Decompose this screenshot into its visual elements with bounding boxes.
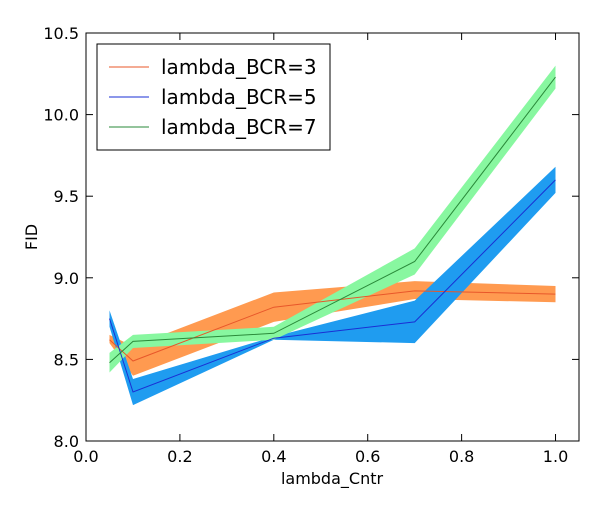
series-3-band <box>109 65 556 373</box>
series-2-band <box>109 166 556 406</box>
legend: lambda_BCR=3 lambda_BCR=5 lambda_BCR=7 <box>96 43 331 151</box>
y-tick-label: 10.5 <box>43 24 79 43</box>
y-tick-label: 9.0 <box>54 269 79 288</box>
x-tick-label: 1.0 <box>543 447 568 466</box>
x-axis-ticks: 0.0 0.2 0.4 0.6 0.8 1.0 <box>73 33 568 466</box>
y-axis-label: FID <box>22 224 41 250</box>
plot-frame <box>85 32 580 442</box>
series-1-line <box>109 290 556 362</box>
series-3-line <box>109 76 556 364</box>
x-tick-label: 0.2 <box>167 447 192 466</box>
x-tick-label: 0.6 <box>355 447 380 466</box>
y-tick-label: 9.5 <box>54 187 79 206</box>
x-tick-label: 0.0 <box>73 447 98 466</box>
legend-label-1: lambda_BCR=3 <box>161 55 317 79</box>
y-tick-label: 10.0 <box>43 106 79 125</box>
legend-label-2: lambda_BCR=5 <box>161 85 317 109</box>
y-tick-label: 8.0 <box>54 432 79 451</box>
y-tick-label: 8.5 <box>54 350 79 369</box>
series-2-line <box>109 179 556 393</box>
x-axis-label: lambda_Cntr <box>281 469 384 489</box>
series-lines <box>109 76 556 393</box>
y-axis-ticks: 8.0 8.5 9.0 9.5 10.0 10.5 <box>43 24 579 451</box>
x-tick-label: 0.8 <box>449 447 474 466</box>
x-tick-label: 0.4 <box>261 447 286 466</box>
legend-label-3: lambda_BCR=7 <box>161 115 317 139</box>
